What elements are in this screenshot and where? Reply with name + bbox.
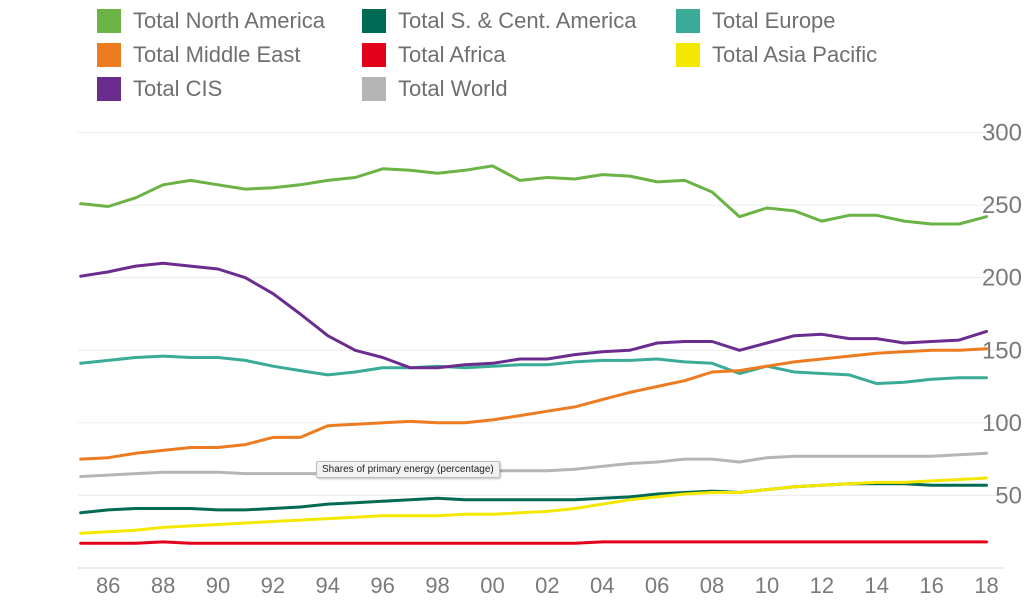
legend-swatch <box>97 9 121 33</box>
legend-label: Total Asia Pacific <box>712 42 877 68</box>
x-tick-label: 90 <box>206 573 230 598</box>
x-tick-label: 98 <box>425 573 449 598</box>
x-tick-label: 12 <box>810 573 834 598</box>
x-tick-label: 88 <box>151 573 175 598</box>
legend-swatch <box>97 43 121 67</box>
legend-swatch <box>676 9 700 33</box>
legend-item-africa[interactable]: Total Africa <box>362 41 506 69</box>
x-tick-label: 94 <box>316 573 340 598</box>
series-line-total-africa[interactable] <box>81 542 987 543</box>
legend-item-south-central-america[interactable]: Total S. & Cent. America <box>362 7 636 35</box>
series-line-total-s-cent-america[interactable] <box>81 484 987 513</box>
x-tick-label: 04 <box>590 573 614 598</box>
legend-label: Total World <box>398 76 508 102</box>
legend-swatch <box>362 77 386 101</box>
series-line-total-world[interactable] <box>81 453 987 476</box>
legend-item-north-america[interactable]: Total North America <box>97 7 325 35</box>
legend-item-europe[interactable]: Total Europe <box>676 7 836 35</box>
gridlines <box>78 133 1003 568</box>
x-tick-label: 96 <box>370 573 394 598</box>
tooltip: Shares of primary energy (percentage) <box>316 461 500 478</box>
chart-area: 50 100 150 200 250 300 86 88 90 92 94 96 98 00 02 04 06… <box>0 0 1024 611</box>
legend-label: Total North America <box>133 8 325 34</box>
series-line-total-asia-pacific[interactable] <box>81 478 987 533</box>
x-tick-label: 86 <box>96 573 120 598</box>
y-tick-label: 100 <box>982 410 1022 437</box>
y-tick-label: 200 <box>982 265 1022 292</box>
x-tick-label: 06 <box>645 573 669 598</box>
y-tick-label: 50 <box>995 482 1022 509</box>
series-line-total-cis[interactable] <box>81 263 987 368</box>
legend-item-middle-east[interactable]: Total Middle East <box>97 41 301 69</box>
legend-swatch <box>362 9 386 33</box>
series-lines <box>81 166 987 543</box>
legend-item-asia-pacific[interactable]: Total Asia Pacific <box>676 41 877 69</box>
legend-item-world[interactable]: Total World <box>362 75 508 103</box>
x-tick-label: 08 <box>700 573 724 598</box>
y-tick-label: 300 <box>982 120 1022 147</box>
legend-label: Total S. & Cent. America <box>398 8 636 34</box>
y-tick-label: 150 <box>982 337 1022 364</box>
y-axis-ticks: 50 100 150 200 250 300 <box>982 120 1022 510</box>
x-tick-label: 92 <box>261 573 285 598</box>
x-tick-label: 02 <box>535 573 559 598</box>
x-axis-ticks: 86 88 90 92 94 96 98 00 02 04 06 08 10 12 14 16 18 <box>96 573 999 598</box>
legend-swatch <box>97 77 121 101</box>
legend-label: Total Europe <box>712 8 836 34</box>
x-tick-label: 00 <box>480 573 504 598</box>
y-tick-label: 250 <box>982 192 1022 219</box>
legend-item-cis[interactable]: Total CIS <box>97 75 222 103</box>
x-tick-label: 18 <box>974 573 998 598</box>
series-line-total-north-america[interactable] <box>81 166 987 224</box>
x-tick-label: 10 <box>755 573 779 598</box>
x-tick-label: 16 <box>919 573 943 598</box>
legend: Total North America Total S. & Cent. Ame… <box>0 0 1024 110</box>
legend-swatch <box>676 43 700 67</box>
legend-label: Total Africa <box>398 42 506 68</box>
legend-swatch <box>362 43 386 67</box>
legend-label: Total Middle East <box>133 42 301 68</box>
x-tick-label: 14 <box>864 573 888 598</box>
legend-label: Total CIS <box>133 76 222 102</box>
